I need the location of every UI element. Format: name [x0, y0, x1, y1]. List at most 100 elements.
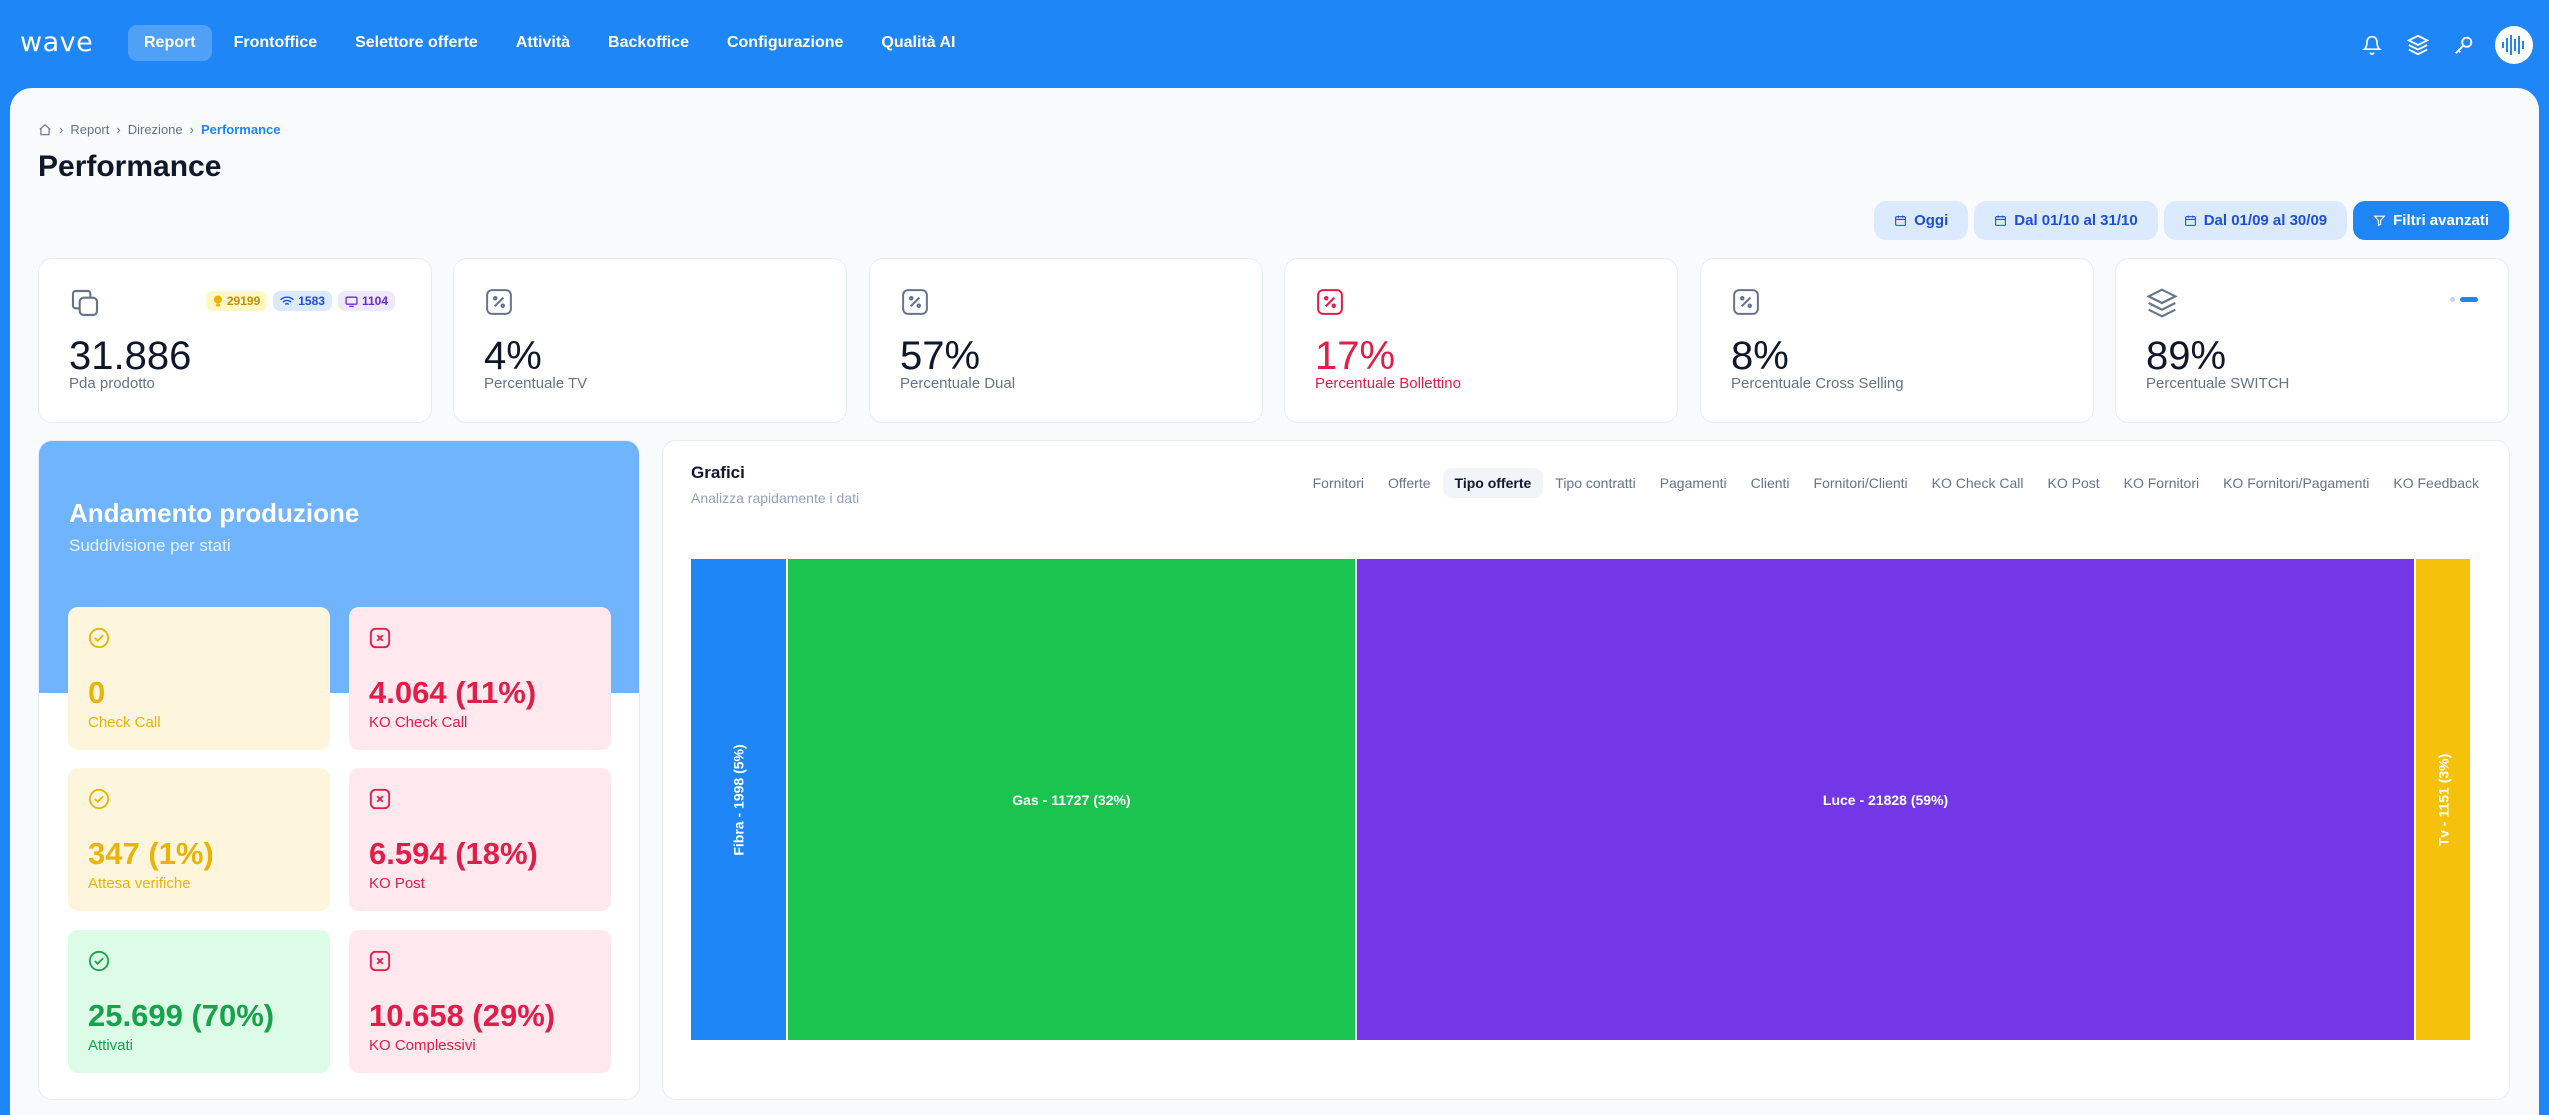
card-value: 25.699 (70%)	[88, 998, 275, 1033]
card-attivati[interactable]: 25.699 (70%) Attivati	[68, 930, 330, 1073]
treemap-label: Fibra - 1998 (5%)	[730, 743, 747, 856]
card-attesa-verifiche[interactable]: 347 (1%) Attesa verifiche	[68, 768, 330, 911]
layers-icon	[2146, 287, 2178, 324]
card-ko-complessivi[interactable]: 10.658 (29%) KO Complessivi	[349, 930, 611, 1073]
treemap-rect-luce[interactable]: Luce - 21828 (59%)	[1356, 559, 2417, 1040]
tab-ko-check-call[interactable]: KO Check Call	[1931, 475, 2024, 491]
calendar-icon	[1895, 215, 1907, 226]
card-label: Attesa verifiche	[88, 875, 191, 892]
tab-tipo-offerte[interactable]: Tipo offerte	[1442, 468, 1544, 498]
card-check-call[interactable]: 0 Check Call	[68, 607, 330, 750]
user-avatar[interactable]	[2495, 26, 2533, 64]
filter-range-current-button[interactable]: Dal 01/10 al 31/10	[1974, 201, 2158, 240]
close-square-icon	[369, 788, 391, 815]
card-value: 6.594 (18%)	[369, 836, 538, 871]
tv-icon	[345, 296, 358, 307]
production-title: Andamento produzione	[69, 498, 360, 528]
carousel-dot-active[interactable]	[2460, 297, 2478, 302]
nav-attivita[interactable]: Attività	[515, 34, 571, 51]
layers-icon[interactable]	[2401, 28, 2435, 62]
breadcrumb-report[interactable]: Report	[70, 122, 110, 137]
production-subtitle: Suddivisione per stati	[69, 536, 231, 555]
nav-configurazione[interactable]: Configurazione	[726, 34, 844, 51]
home-icon[interactable]	[38, 123, 52, 137]
stat-card-tv: 4% Percentuale TV	[453, 258, 847, 423]
production-panel: Andamento produzione Suddivisione per st…	[38, 440, 640, 1100]
filter-range-previous-label: Dal 01/09 al 30/09	[2203, 212, 2328, 229]
treemap-rect-gas[interactable]: Gas - 11727 (32%)	[787, 559, 1357, 1040]
nav-report[interactable]: Report	[128, 25, 212, 61]
tab-ko-feedback[interactable]: KO Feedback	[2393, 475, 2479, 491]
breadcrumb-direzione[interactable]: Direzione	[127, 122, 183, 137]
tab-pagamenti[interactable]: Pagamenti	[1659, 475, 1727, 491]
top-icons	[2343, 26, 2533, 64]
breadcrumb: › Report › Direzione › Performance	[38, 122, 280, 137]
tab-fornitori-clienti[interactable]: Fornitori/Clienti	[1813, 475, 1908, 491]
card-label: KO Post	[369, 875, 425, 892]
tab-ko-post[interactable]: KO Post	[2047, 475, 2100, 491]
product-badges: 29199 1583 1104	[200, 291, 395, 311]
card-value: 347 (1%)	[88, 836, 214, 871]
stat-label: Percentuale Cross Selling	[1731, 375, 1904, 392]
carousel-dot[interactable]	[2450, 297, 2455, 302]
stat-card-pda: 29199 1583 1104 31.886 Pda prodotto	[38, 258, 432, 423]
stat-value: 4%	[484, 334, 542, 378]
card-ko-post[interactable]: 6.594 (18%) KO Post	[349, 768, 611, 911]
stat-card-bollettino: 17% Percentuale Bollettino	[1284, 258, 1678, 423]
tab-offerte[interactable]: Offerte	[1387, 475, 1431, 491]
tab-ko-fornitori-pagamenti[interactable]: KO Fornitori/Pagamenti	[2223, 475, 2370, 491]
top-navbar: wave Report Frontoffice Selettore offert…	[0, 0, 2549, 88]
charts-panel: Grafici Analizza rapidamente i dati Forn…	[662, 440, 2510, 1100]
filter-range-current-label: Dal 01/10 al 31/10	[2014, 212, 2138, 229]
badge-luce-value: 29199	[226, 294, 261, 308]
check-circle-icon	[88, 788, 110, 815]
stat-label: Percentuale SWITCH	[2146, 375, 2290, 392]
card-value: 4.064 (11%)	[369, 675, 537, 710]
tab-ko-fornitori[interactable]: KO Fornitori	[2123, 475, 2200, 491]
stat-label: Percentuale Dual	[900, 375, 1016, 392]
card-ko-check-call[interactable]: 4.064 (11%) KO Check Call	[349, 607, 611, 750]
key-icon[interactable]	[2447, 28, 2481, 62]
nav-qualita-ai[interactable]: Qualità AI	[881, 34, 956, 51]
treemap-rect-fibra[interactable]: Fibra - 1998 (5%)	[691, 559, 788, 1040]
card-label: KO Complessivi	[369, 1037, 476, 1054]
percent-icon	[900, 287, 930, 322]
nav-selettore-offerte[interactable]: Selettore offerte	[355, 34, 478, 51]
filter-range-previous-button[interactable]: Dal 01/09 al 30/09	[2163, 201, 2348, 240]
filter-oggi-button[interactable]: Oggi	[1874, 201, 1969, 240]
treemap-label: Tv - 1151 (3%)	[2435, 753, 2452, 846]
badge-tv: 1104	[337, 291, 395, 311]
card-label: Attivati	[88, 1037, 134, 1054]
badge-fibra: 1583	[273, 291, 332, 311]
stat-card-dual: 57% Percentuale Dual	[869, 258, 1263, 423]
treemap-label: Gas - 11727 (32%)	[1012, 791, 1131, 808]
treemap-rect-tv[interactable]: Tv - 1151 (3%)	[2416, 559, 2472, 1040]
filter-bar: Oggi Dal 01/10 al 31/10 Dal 01/09 al 30/…	[1868, 201, 2509, 240]
nav-backoffice[interactable]: Backoffice	[608, 34, 689, 51]
badge-tv-value: 1104	[361, 294, 388, 308]
charts-subtitle: Analizza rapidamente i dati	[691, 490, 860, 506]
nav-frontoffice[interactable]: Frontoffice	[233, 34, 318, 51]
advanced-filters-button[interactable]: Filtri avanzati	[2353, 201, 2509, 240]
stat-label: Pda prodotto	[69, 375, 155, 392]
tab-clienti[interactable]: Clienti	[1750, 475, 1790, 491]
close-square-icon	[369, 627, 391, 654]
app-logo[interactable]: wave	[20, 27, 94, 58]
tab-tipo-contratti[interactable]: Tipo contratti	[1555, 475, 1636, 491]
close-square-icon	[369, 950, 391, 977]
breadcrumb-performance: Performance	[200, 122, 281, 137]
wifi-icon	[280, 295, 295, 305]
chart-tabs: Fornitori Offerte Tipo offerte Tipo cont…	[1301, 468, 2491, 498]
card-label: KO Check Call	[369, 714, 468, 731]
percent-icon	[1731, 287, 1761, 322]
chevron-right-icon: ›	[59, 122, 64, 137]
stat-label: Percentuale Bollettino	[1315, 375, 1461, 392]
badge-fibra-value: 1583	[298, 294, 325, 308]
filter-icon	[2373, 215, 2386, 227]
card-value: 10.658 (29%)	[369, 998, 556, 1033]
percent-icon	[1315, 287, 1345, 322]
bell-icon[interactable]	[2355, 28, 2389, 62]
chevron-right-icon: ›	[189, 122, 194, 137]
tab-fornitori[interactable]: Fornitori	[1312, 475, 1364, 491]
stat-value: 57%	[900, 334, 981, 378]
